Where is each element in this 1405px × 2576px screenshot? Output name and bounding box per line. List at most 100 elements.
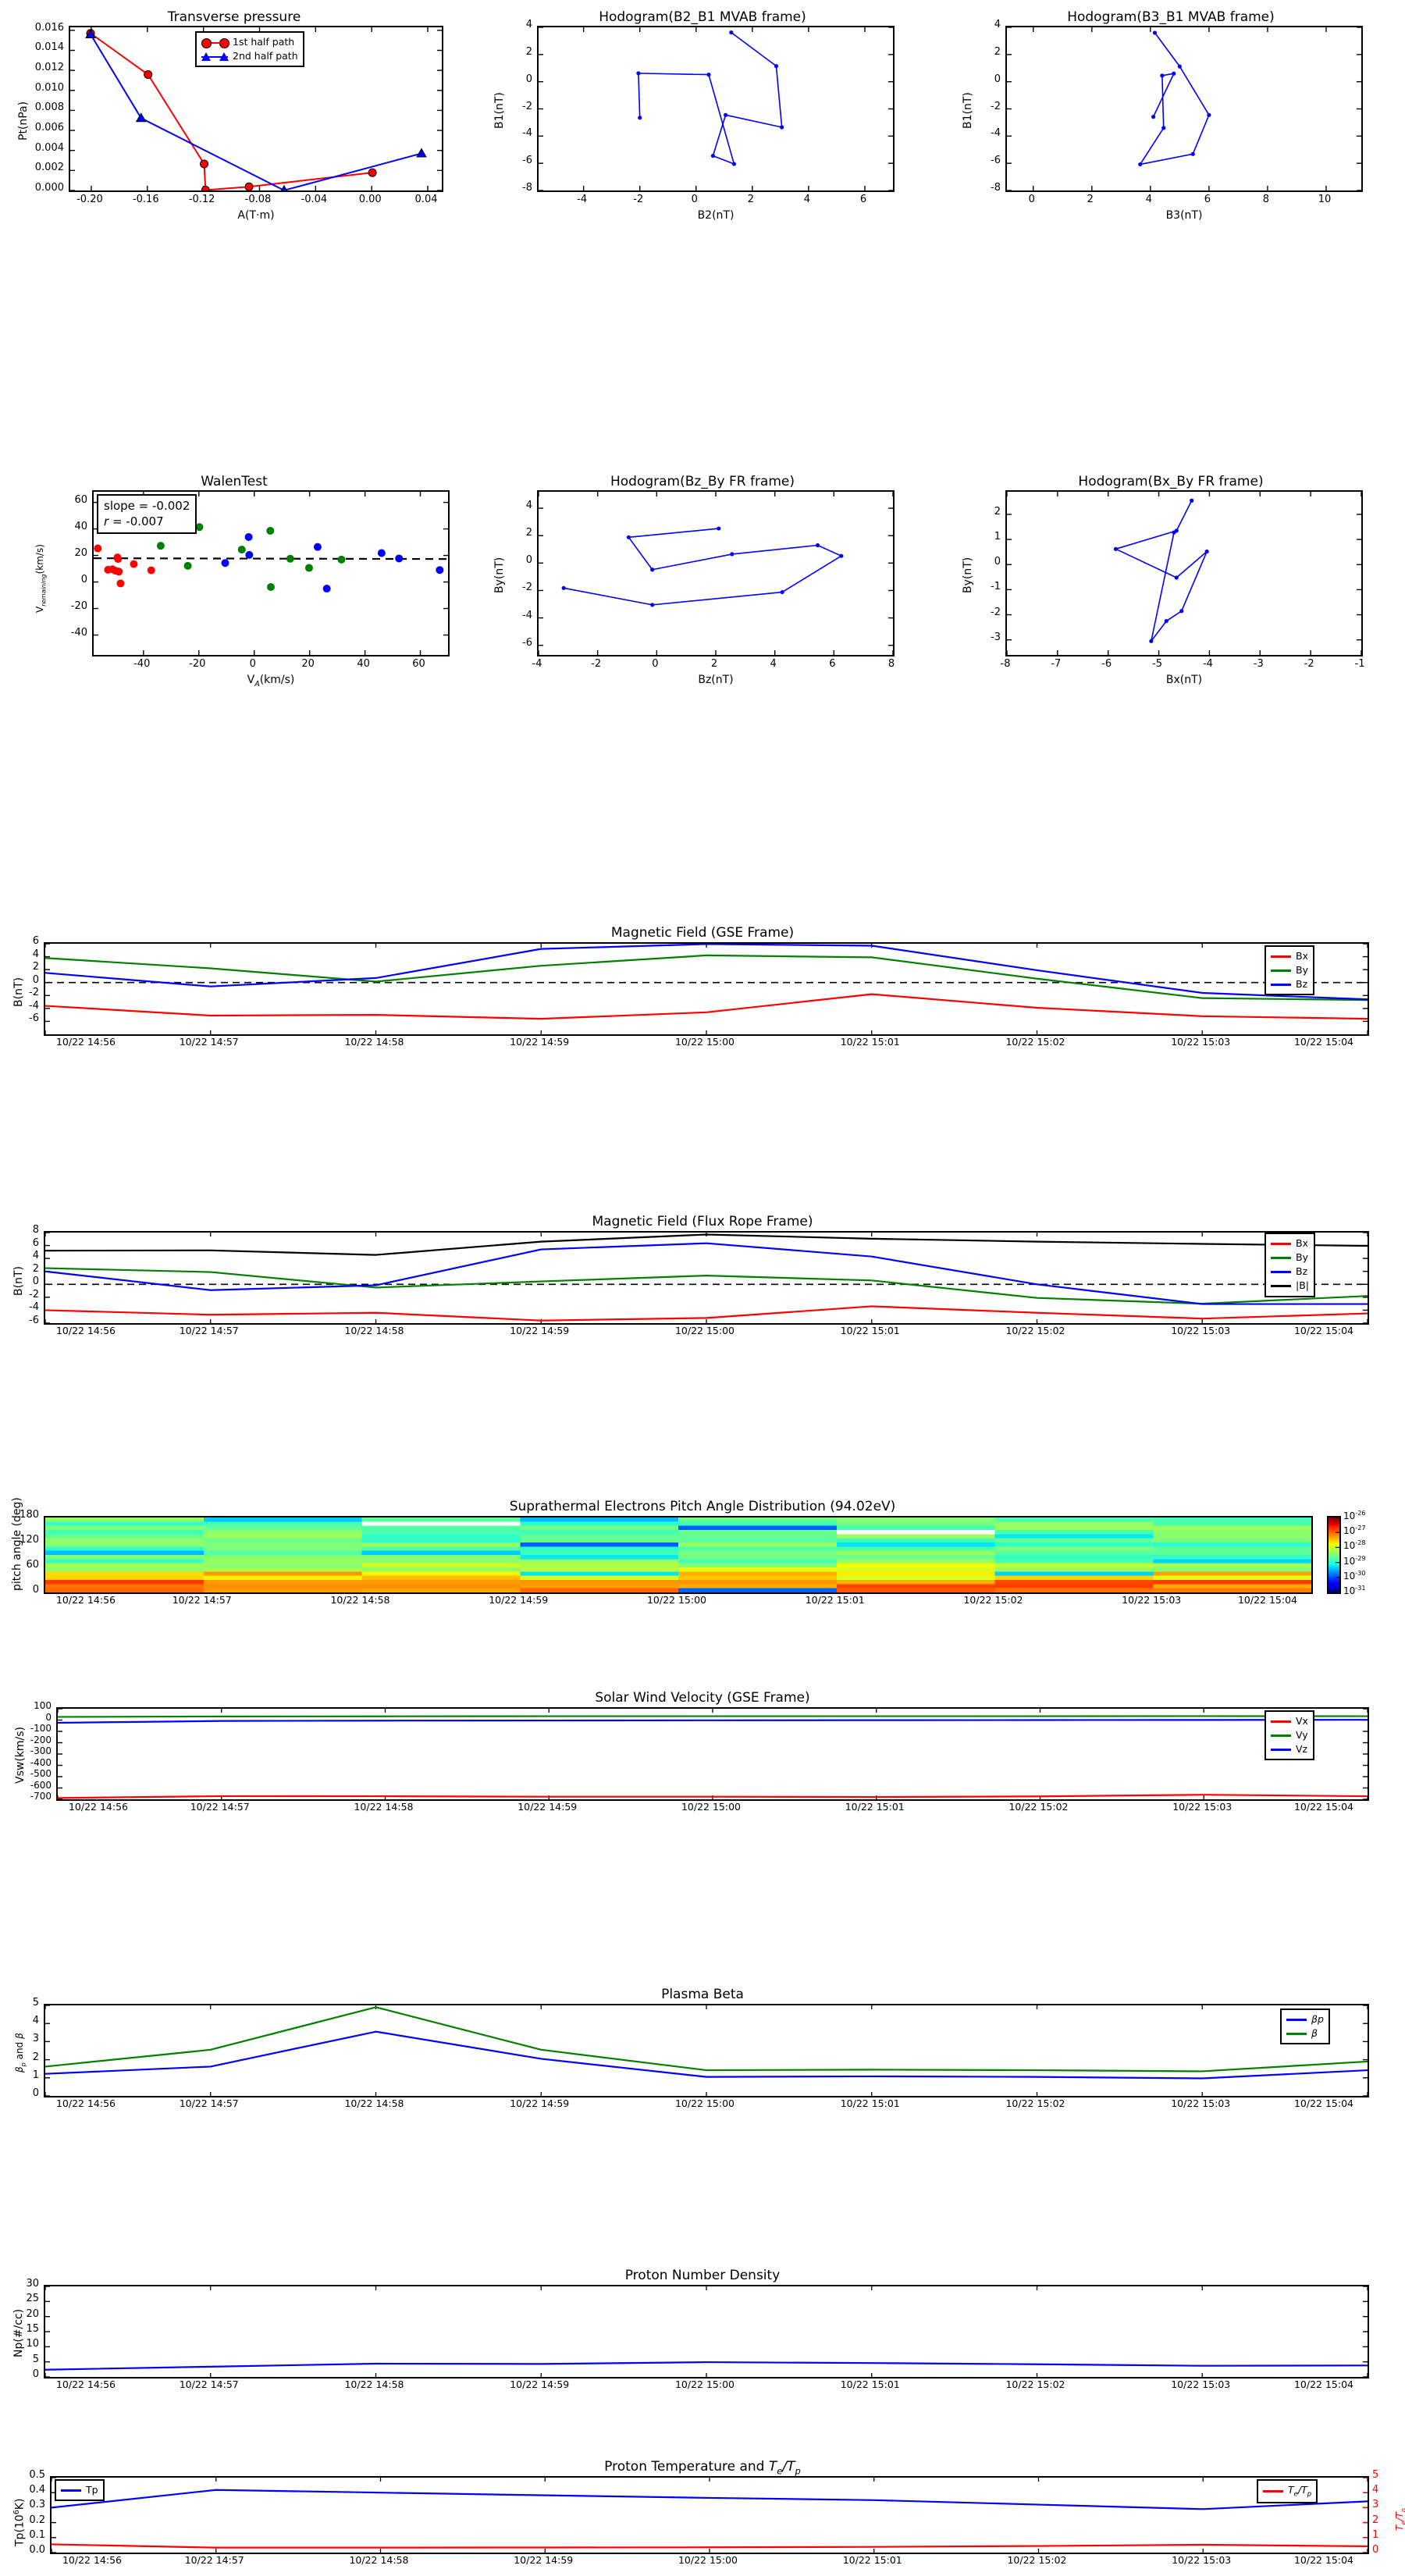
axis-tick-label: -400 bbox=[30, 1756, 52, 1768]
legend-solar-wind-velocity: Vx Vy Vz bbox=[1264, 1710, 1314, 1761]
axis-tick-label: 0.04 bbox=[414, 194, 438, 205]
axis-tick-label: -2 bbox=[633, 194, 644, 205]
panel-hodogram-b2-b1: Hodogram(B2_B1 MVAB frame) B1(nT) B2(nT)… bbox=[468, 0, 937, 226]
axis-tick-label: 10/22 14:58 bbox=[354, 1801, 414, 1813]
legend-label: Vz bbox=[1296, 1743, 1308, 1756]
legend-swatch-bz bbox=[1271, 1270, 1291, 1273]
axis-tick-label: 10/22 15:01 bbox=[845, 1801, 905, 1813]
axis-tick-label: -8 bbox=[1000, 658, 1011, 670]
legend-row: Vx bbox=[1271, 1714, 1308, 1728]
axis-tick-label: 10 bbox=[26, 2338, 39, 2350]
axis-tick-label: 3 bbox=[1372, 2499, 1379, 2511]
axis-tick-label: -8 bbox=[522, 182, 532, 194]
axis-tick-label: -0.08 bbox=[244, 194, 272, 205]
axis-tick-label: 10/22 15:03 bbox=[1171, 2379, 1231, 2390]
legend-label: By bbox=[1296, 1251, 1308, 1264]
axis-tick-label: 0.008 bbox=[34, 101, 64, 114]
axis-tick-label: 0.004 bbox=[34, 141, 64, 154]
axis-tick-label: 4 bbox=[770, 658, 777, 670]
legend-label: Tp bbox=[86, 2484, 98, 2496]
axis-tick-label: 10/22 15:02 bbox=[1005, 2097, 1065, 2109]
axis-tick-label: 0.002 bbox=[34, 162, 64, 174]
panel-hodogram-bx-by: Hodogram(Bx_By FR frame) By(nT) Bx(nT) -… bbox=[937, 464, 1405, 691]
axis-tick-label: -4 bbox=[522, 127, 532, 140]
legend-marker-triangle bbox=[201, 52, 229, 62]
x-axis-label-unit: (km/s) bbox=[259, 674, 295, 686]
axis-tick-label: 120 bbox=[20, 1534, 39, 1546]
axis-tick-label: 10/22 14:58 bbox=[349, 2554, 409, 2566]
axis-tick-label: 2 bbox=[710, 658, 718, 670]
axis-tick-label: 0 bbox=[525, 73, 532, 85]
axis-tick-label: -2 bbox=[522, 100, 532, 112]
colorbar-tick-label: 10-26 bbox=[1343, 1509, 1366, 1521]
axis-tick-label: 10/22 15:00 bbox=[678, 2554, 738, 2566]
axis-tick-label: 10/22 14:57 bbox=[179, 1325, 239, 1336]
plot-area bbox=[44, 1516, 1313, 1594]
panel-proton-temperature: Proton Temperature and Te/Tp Tp(106K) Te… bbox=[0, 2459, 1405, 2576]
axis-tick-label: 0 bbox=[249, 658, 256, 670]
x-axis-label: B2(nT) bbox=[697, 209, 735, 222]
legend-label: Vy bbox=[1296, 1729, 1308, 1742]
axis-tick-label: 4 bbox=[803, 194, 811, 205]
correlation-value: r = -0.007 bbox=[104, 514, 164, 529]
legend-label: Bz bbox=[1296, 978, 1308, 991]
axis-tick-label: 2 bbox=[32, 961, 39, 973]
panel-title: Magnetic Field (Flux Rope Frame) bbox=[592, 1214, 813, 1229]
axis-tick-label: 20 bbox=[301, 658, 315, 670]
legend-label: 2nd half path bbox=[233, 50, 298, 62]
axis-tick-label: -4 bbox=[29, 1301, 39, 1314]
axis-tick-label: 4 bbox=[32, 948, 39, 960]
axis-tick-label: 10/22 15:01 bbox=[840, 1325, 900, 1336]
axis-tick-label: 20 bbox=[26, 2307, 39, 2320]
axis-tick-label: 10/22 14:56 bbox=[55, 1036, 116, 1048]
plot-area bbox=[92, 490, 450, 656]
axis-tick-label: 10/22 15:03 bbox=[1171, 2097, 1231, 2109]
axis-tick-label: -4 bbox=[991, 127, 1001, 140]
legend-row: Bx bbox=[1271, 949, 1308, 963]
axis-tick-label: 4 bbox=[32, 2015, 39, 2027]
axis-tick-label: 10/22 15:03 bbox=[1172, 1801, 1232, 1813]
axis-tick-label: -100 bbox=[30, 1723, 52, 1734]
axis-tick-label: 2 bbox=[994, 45, 1001, 58]
axis-tick-label: 10/22 14:58 bbox=[344, 2379, 404, 2390]
axis-tick-label: 10/22 14:57 bbox=[172, 1594, 232, 1606]
axis-tick-label: 10/22 15:02 bbox=[1005, 1036, 1065, 1048]
colorbar-tick-label: 10-30 bbox=[1343, 1568, 1366, 1582]
axis-tick-label: 8 bbox=[32, 1224, 39, 1236]
axis-tick-label: -700 bbox=[30, 1791, 52, 1802]
axis-tick-label: 0.1 bbox=[29, 2528, 45, 2541]
axis-tick-label: 0.5 bbox=[29, 2469, 45, 2481]
panel-solar-wind-velocity: Solar Wind Velocity (GSE Frame) Vsw(km/s… bbox=[0, 1690, 1405, 1838]
axis-tick-label: 4 bbox=[1145, 194, 1152, 205]
axis-tick-label: -7 bbox=[1051, 658, 1062, 670]
axis-tick-label: 0 bbox=[32, 2368, 39, 2380]
panel-title: Plasma Beta bbox=[661, 1987, 744, 2002]
legend-label: 1st half path bbox=[233, 36, 295, 48]
axis-tick-label: 10/22 14:59 bbox=[489, 1594, 549, 1606]
legend-swatch-vx bbox=[1271, 1720, 1291, 1723]
colorbar bbox=[1327, 1516, 1341, 1594]
axis-tick-label: -2 bbox=[522, 582, 532, 594]
axis-tick-label: 0 bbox=[994, 556, 1001, 568]
plot-area bbox=[44, 1231, 1369, 1325]
legend-label: βp bbox=[1311, 2013, 1324, 2025]
panel-title: Hodogram(B3_B1 MVAB frame) bbox=[1067, 9, 1275, 25]
legend-swatch-by bbox=[1271, 969, 1291, 972]
axis-tick-label: -200 bbox=[30, 1734, 52, 1745]
axis-tick-label: -4 bbox=[577, 194, 588, 205]
colorbar-tick-label: 10-27 bbox=[1343, 1524, 1366, 1537]
plot-area bbox=[1005, 490, 1363, 656]
axis-tick-label: 10/22 15:00 bbox=[646, 1594, 707, 1606]
axis-tick-label: 10/22 15:03 bbox=[1171, 1325, 1231, 1336]
axis-tick-label: 30 bbox=[26, 2278, 39, 2290]
axis-tick-label: -2 bbox=[991, 100, 1001, 112]
axis-tick-label: 10/22 15:01 bbox=[805, 1594, 865, 1606]
axis-tick-label: 10/22 14:59 bbox=[514, 2554, 574, 2566]
axis-tick-label: -6 bbox=[1101, 658, 1112, 670]
legend-swatch-vz bbox=[1271, 1748, 1291, 1751]
axis-tick-label: -40 bbox=[133, 658, 151, 670]
legend-label: Bz bbox=[1296, 1265, 1308, 1278]
axis-tick-label: 4 bbox=[1372, 2484, 1379, 2496]
axis-tick-label: -6 bbox=[29, 1315, 39, 1326]
axis-tick-label: 10/22 14:56 bbox=[68, 1801, 129, 1813]
